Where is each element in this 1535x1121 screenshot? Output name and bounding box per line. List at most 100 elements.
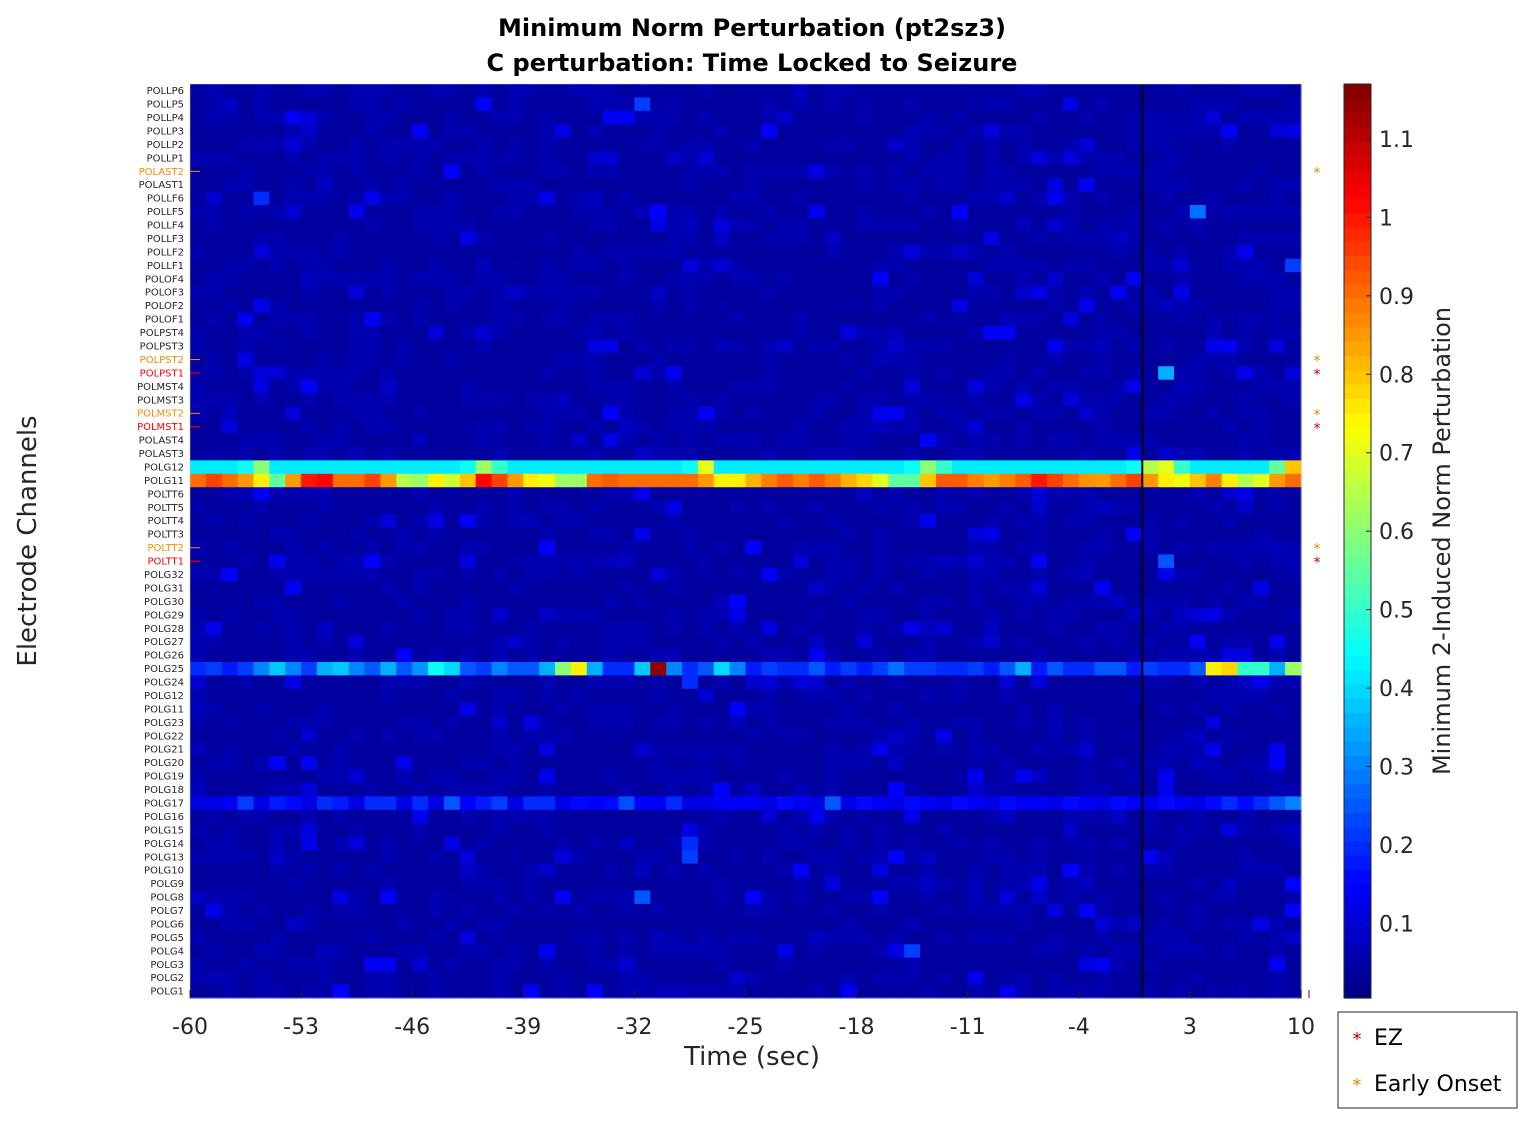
heatmap-cell — [523, 567, 540, 582]
heatmap-cell — [650, 366, 667, 381]
heatmap-cell — [983, 769, 1001, 784]
heatmap-cell — [1174, 648, 1191, 663]
heatmap-cell — [1094, 903, 1112, 918]
heatmap-cell — [475, 446, 493, 461]
heatmap-cell — [443, 635, 461, 650]
heatmap-cell — [983, 231, 1001, 246]
heatmap-cell — [777, 124, 794, 139]
heatmap-cell — [412, 661, 429, 677]
heatmap-cell — [475, 621, 493, 636]
heatmap-cell — [428, 930, 445, 945]
heatmap-cell — [555, 446, 572, 461]
heatmap-cell — [808, 863, 826, 878]
heatmap-cell — [824, 97, 842, 112]
heatmap-cell — [618, 944, 635, 959]
heatmap-cell — [1269, 661, 1286, 677]
heatmap-cell — [967, 393, 985, 408]
heatmap-cell — [935, 890, 953, 905]
heatmap-cell — [872, 661, 889, 677]
heatmap-cell — [428, 97, 445, 112]
channel-label: POLG26 — [144, 651, 184, 662]
heatmap-cell — [602, 621, 620, 636]
heatmap-cell — [190, 635, 207, 650]
heatmap-cell — [555, 702, 572, 717]
heatmap-cell — [380, 944, 397, 959]
heatmap-cell — [777, 756, 794, 771]
heatmap-cell — [777, 850, 794, 865]
heatmap-cell — [697, 554, 715, 569]
heatmap-cell — [539, 863, 556, 878]
heatmap-cell — [269, 809, 286, 824]
heatmap-cell — [190, 890, 207, 905]
heatmap-cell — [237, 863, 255, 878]
heatmap-cell — [507, 178, 524, 193]
heatmap-cell — [285, 581, 302, 596]
heatmap-cell — [634, 554, 651, 569]
heatmap-cell — [523, 406, 540, 421]
heatmap-cell — [523, 473, 540, 488]
channel-label: POLG25 — [144, 664, 184, 675]
heatmap-cell — [793, 715, 810, 730]
heatmap-cell — [840, 124, 858, 139]
heatmap-cell — [221, 406, 239, 421]
heatmap-cell — [1126, 984, 1143, 999]
heatmap-cell — [1047, 366, 1064, 381]
heatmap-cell — [761, 487, 778, 502]
heatmap-cell — [316, 258, 334, 273]
heatmap-cell — [253, 635, 270, 650]
heatmap-cell — [872, 339, 889, 354]
heatmap-cell — [412, 957, 429, 972]
heatmap-cell — [777, 325, 794, 340]
heatmap-cell — [1047, 272, 1064, 287]
heatmap-cell — [475, 406, 493, 421]
heatmap-cell — [729, 702, 747, 717]
heatmap-cell — [618, 527, 635, 542]
heatmap-cell — [856, 487, 874, 502]
heatmap-cell — [761, 299, 778, 314]
heatmap-cell — [983, 635, 1001, 650]
heatmap-cell — [904, 782, 921, 797]
heatmap-cell — [1031, 84, 1048, 99]
heatmap-cell — [237, 877, 255, 892]
heatmap-cell — [586, 325, 604, 340]
heatmap-cell — [1110, 272, 1128, 287]
heatmap-cell — [396, 514, 413, 529]
heatmap-cell — [856, 581, 874, 596]
heatmap-cell — [475, 272, 493, 287]
heatmap-cell — [634, 581, 651, 596]
heatmap-cell — [1174, 541, 1191, 556]
channel-label: POLG20 — [144, 758, 184, 769]
heatmap-cell — [840, 406, 858, 421]
channel-label: POLG32 — [144, 570, 184, 581]
heatmap-cell — [666, 957, 683, 972]
heatmap-cell — [316, 231, 334, 246]
heatmap-cell — [412, 809, 429, 824]
heatmap-cell — [1269, 567, 1286, 582]
heatmap-cell — [1205, 312, 1223, 327]
heatmap-cell — [808, 258, 826, 273]
heatmap-cell — [745, 178, 762, 193]
heatmap-cell — [475, 863, 493, 878]
heatmap-cell — [237, 97, 255, 112]
channel-label: POLLF2 — [147, 247, 184, 258]
heatmap-cell — [697, 930, 715, 945]
heatmap-cell — [570, 648, 588, 663]
heatmap-cell — [666, 285, 683, 300]
heatmap-cell — [475, 715, 493, 730]
heatmap-cell — [824, 890, 842, 905]
heatmap-cell — [221, 527, 239, 542]
heatmap-cell — [618, 460, 635, 475]
heatmap-cell — [1015, 178, 1032, 193]
heatmap-cell — [999, 379, 1016, 394]
heatmap-cell — [856, 608, 874, 623]
heatmap-cell — [190, 769, 207, 784]
heatmap-cell — [840, 782, 858, 797]
heatmap-cell — [1174, 460, 1191, 475]
heatmap-cell — [808, 971, 826, 986]
heatmap-cell — [872, 715, 889, 730]
heatmap-cell — [1221, 608, 1239, 623]
heatmap-cell — [1221, 917, 1239, 932]
heatmap-cell — [1142, 500, 1159, 515]
heatmap-cell — [1126, 393, 1143, 408]
heatmap-cell — [1189, 769, 1207, 784]
